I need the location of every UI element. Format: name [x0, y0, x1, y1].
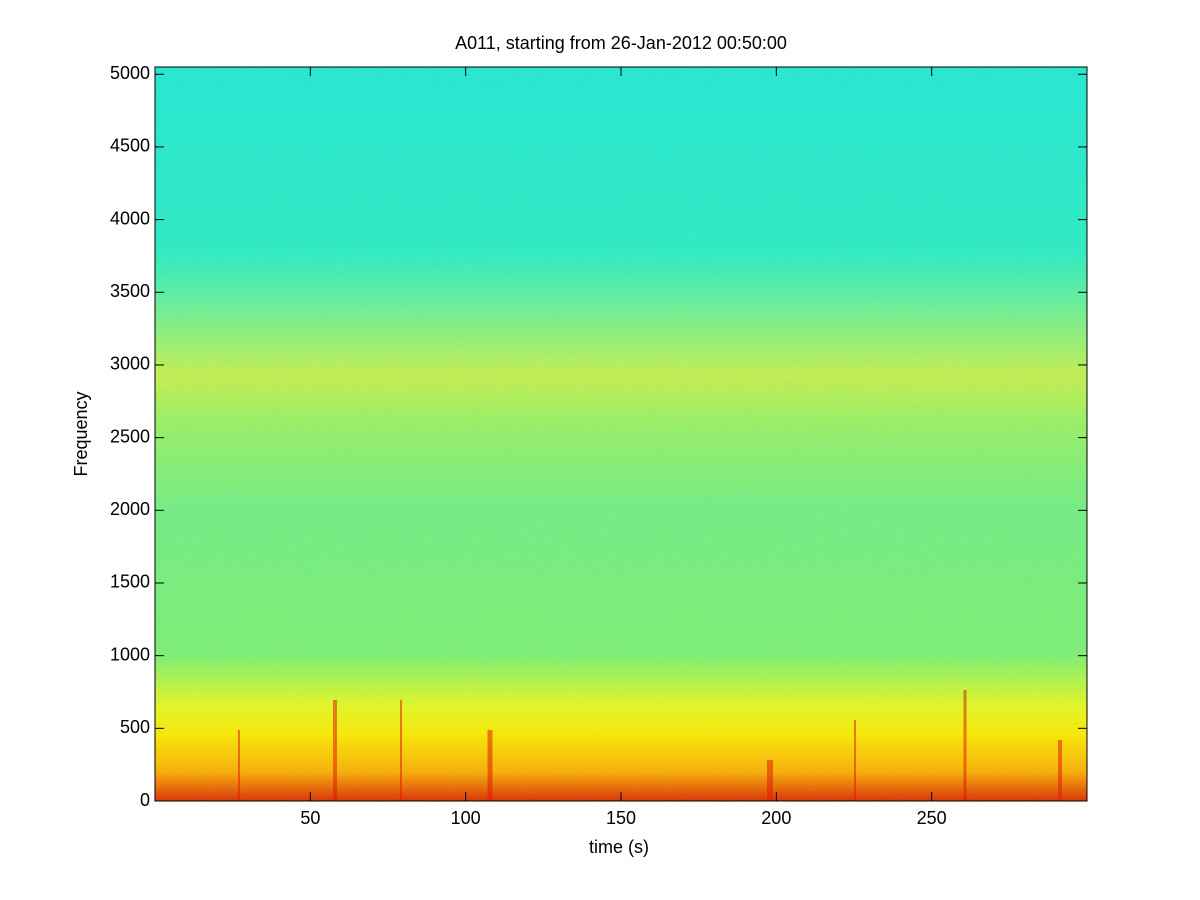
- y-tick-label: 3500: [110, 281, 150, 301]
- y-tick-label: 2500: [110, 426, 150, 446]
- y-axis-label: Frequency: [71, 391, 91, 476]
- x-axis-label: time (s): [589, 837, 649, 857]
- y-tick-label: 4500: [110, 136, 150, 156]
- y-tick-label: 2000: [110, 499, 150, 519]
- y-tick-label: 5000: [110, 63, 150, 83]
- y-tick-label: 3000: [110, 354, 150, 374]
- x-tick-label: 250: [917, 808, 947, 828]
- y-tick-label: 500: [120, 717, 150, 737]
- y-tick-label: 1500: [110, 572, 150, 592]
- chart-title: A011, starting from 26-Jan-2012 00:50:00: [455, 33, 787, 53]
- x-tick-label: 150: [606, 808, 636, 828]
- y-tick-label: 4000: [110, 208, 150, 228]
- x-tick-label: 200: [761, 808, 791, 828]
- y-tick-label: 0: [140, 790, 150, 810]
- streaks: [238, 690, 1062, 801]
- y-tick-label: 1000: [110, 644, 150, 664]
- spectrogram-texture: [155, 67, 1087, 801]
- x-tick-label: 100: [451, 808, 481, 828]
- x-tick-label: 50: [300, 808, 320, 828]
